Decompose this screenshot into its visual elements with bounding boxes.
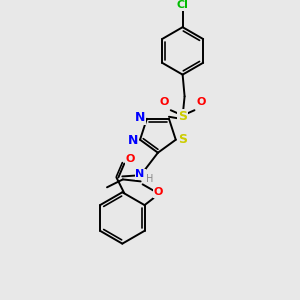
Text: N: N — [128, 134, 138, 147]
Text: H: H — [146, 174, 154, 184]
Text: S: S — [178, 133, 187, 146]
Text: O: O — [125, 154, 135, 164]
Text: N: N — [135, 111, 145, 124]
Text: S: S — [178, 110, 187, 123]
Text: N: N — [136, 169, 145, 179]
Text: O: O — [154, 187, 163, 197]
Text: O: O — [197, 97, 206, 107]
Text: O: O — [159, 97, 169, 107]
Text: Cl: Cl — [177, 0, 189, 11]
